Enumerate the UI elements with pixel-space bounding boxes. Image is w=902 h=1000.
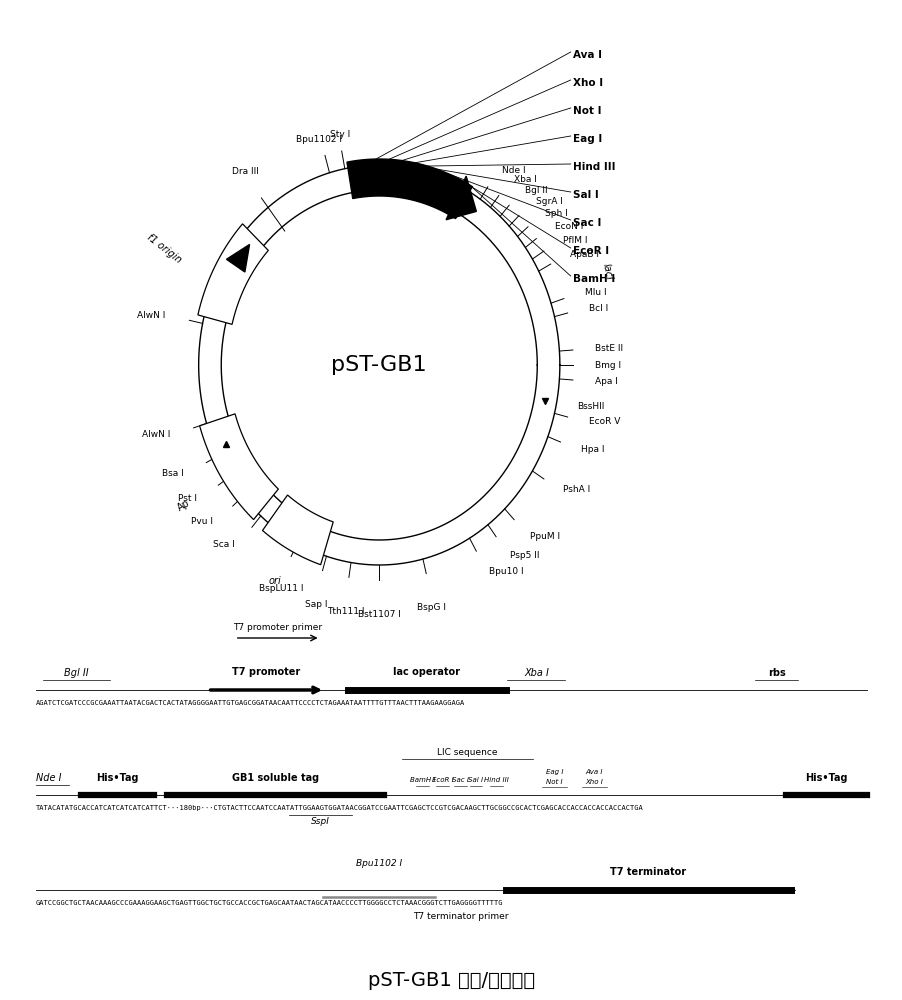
Text: SgrA I: SgrA I xyxy=(535,197,562,206)
Text: AGATCTCGATCCCGCGAAATTAATACGACTCACTATAGGGGAATTGTGAGCGGATAACAATTCCCCTCTAGAAATAATTT: AGATCTCGATCCCGCGAAATTAATACGACTCACTATAGGG… xyxy=(36,700,465,706)
Text: rbs: rbs xyxy=(767,668,785,678)
Text: lac operator: lac operator xyxy=(392,667,460,677)
Polygon shape xyxy=(262,495,333,565)
Text: LIC sequence: LIC sequence xyxy=(437,748,496,757)
Text: Pvu I: Pvu I xyxy=(191,517,213,526)
Text: T7 terminator: T7 terminator xyxy=(610,867,686,877)
Text: EcoR I: EcoR I xyxy=(431,777,453,783)
Text: His•Tag: His•Tag xyxy=(804,773,847,783)
Text: Hind III: Hind III xyxy=(573,162,615,172)
Text: Ava I: Ava I xyxy=(573,50,602,60)
Text: His•Tag: His•Tag xyxy=(96,773,139,783)
Text: Bcl I: Bcl I xyxy=(588,304,607,313)
Text: Xba I: Xba I xyxy=(523,668,548,678)
Text: Ap: Ap xyxy=(176,498,192,513)
Text: Sal I: Sal I xyxy=(573,190,599,200)
Text: Apa I: Apa I xyxy=(594,377,617,386)
Text: BssHII: BssHII xyxy=(576,402,603,411)
Text: Bgl II: Bgl II xyxy=(64,668,89,678)
Text: pST-GB1 克隆/表达区域: pST-GB1 克隆/表达区域 xyxy=(367,970,535,990)
Text: Sac I: Sac I xyxy=(452,777,468,783)
Text: Bsa I: Bsa I xyxy=(162,469,184,478)
Text: Eag I: Eag I xyxy=(545,769,563,775)
Text: Hpa I: Hpa I xyxy=(580,445,603,454)
Text: Sca I: Sca I xyxy=(213,540,235,549)
Text: AlwN I: AlwN I xyxy=(137,311,165,320)
Text: Bpu1102 I: Bpu1102 I xyxy=(296,135,341,144)
Polygon shape xyxy=(226,244,249,272)
Text: Bst1107 I: Bst1107 I xyxy=(357,610,400,619)
Text: Xba I: Xba I xyxy=(513,175,536,184)
Text: BspG I: BspG I xyxy=(417,603,446,612)
Polygon shape xyxy=(199,414,278,520)
Text: T7 terminator primer: T7 terminator primer xyxy=(412,912,508,921)
Text: PshA I: PshA I xyxy=(562,485,589,494)
Text: Sap I: Sap I xyxy=(304,600,327,609)
Text: EcoR V: EcoR V xyxy=(588,417,620,426)
Text: Sty I: Sty I xyxy=(330,130,350,139)
Text: SspI: SspI xyxy=(311,817,329,826)
Text: ori: ori xyxy=(269,576,281,586)
Text: Psp5 II: Psp5 II xyxy=(510,551,539,560)
Text: Xho I: Xho I xyxy=(573,78,603,88)
Text: Sal I: Sal I xyxy=(468,777,483,783)
Polygon shape xyxy=(346,159,472,219)
Text: EcoR I: EcoR I xyxy=(573,246,609,256)
Text: Ava I: Ava I xyxy=(584,769,603,775)
Text: Nde I: Nde I xyxy=(36,773,61,783)
Text: Not I: Not I xyxy=(546,779,562,785)
Polygon shape xyxy=(446,176,476,220)
Text: Dra III: Dra III xyxy=(232,167,259,176)
Text: pST-GB1: pST-GB1 xyxy=(331,355,427,375)
Text: Bpu1102 I: Bpu1102 I xyxy=(355,859,402,868)
Text: PflM I: PflM I xyxy=(562,236,586,245)
Polygon shape xyxy=(198,224,268,324)
Text: Not I: Not I xyxy=(573,106,602,116)
Text: Sph I: Sph I xyxy=(545,209,567,218)
Text: BspLU11 I: BspLU11 I xyxy=(258,584,303,593)
Text: AlwN I: AlwN I xyxy=(142,430,170,439)
Text: T7 promoter primer: T7 promoter primer xyxy=(233,623,321,632)
Text: Bpu10 I: Bpu10 I xyxy=(488,567,522,576)
Text: Bmg I: Bmg I xyxy=(594,360,621,369)
Text: Xho I: Xho I xyxy=(584,779,603,785)
Text: BamH I: BamH I xyxy=(573,274,615,284)
Text: GATCCGGCTGCTAACAAAGCCCGAAAGGAAGCTGAGTTGGCTGCTGCCACCGCTGAGCAATAACTAGCATAACCCCTTGG: GATCCGGCTGCTAACAAAGCCCGAAAGGAAGCTGAGTTGG… xyxy=(36,900,503,906)
Text: PpuM I: PpuM I xyxy=(529,532,560,541)
Text: BamH I: BamH I xyxy=(410,777,435,783)
Text: Bgl II: Bgl II xyxy=(524,186,547,195)
Text: Nde I: Nde I xyxy=(501,166,525,175)
Text: Tth111 I: Tth111 I xyxy=(327,607,364,616)
Text: Hind III: Hind III xyxy=(483,777,509,783)
Text: GB1 soluble tag: GB1 soluble tag xyxy=(232,773,318,783)
Text: Sac I: Sac I xyxy=(573,218,601,228)
Text: T7 promoter: T7 promoter xyxy=(232,667,300,677)
Text: TATACATATGCACCATCATCATCATCATTCT···180bp···CTGTACTTCCAATCCAATATTGGAAGTGGATAACGGAT: TATACATATGCACCATCATCATCATCATTCT···180bp·… xyxy=(36,805,643,811)
Text: Eag I: Eag I xyxy=(573,134,602,144)
Text: ApaB I: ApaB I xyxy=(569,250,599,259)
Text: lacI: lacI xyxy=(600,262,613,281)
Text: EcoN I: EcoN I xyxy=(554,222,583,231)
Text: Mlu I: Mlu I xyxy=(584,288,605,297)
Text: BstE II: BstE II xyxy=(594,344,622,353)
Text: Pst I: Pst I xyxy=(179,494,198,503)
Text: f1 origin: f1 origin xyxy=(145,232,183,265)
